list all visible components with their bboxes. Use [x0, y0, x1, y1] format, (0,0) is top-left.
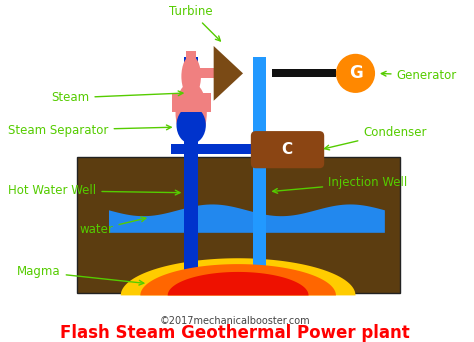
- Bar: [171, 144, 253, 154]
- Bar: [253, 144, 256, 156]
- Polygon shape: [109, 205, 385, 233]
- Bar: [184, 57, 198, 279]
- Circle shape: [336, 54, 375, 93]
- Bar: [273, 69, 336, 77]
- Text: C: C: [282, 142, 292, 157]
- Text: Magma: Magma: [17, 265, 144, 285]
- Text: Steam Separator: Steam Separator: [8, 123, 171, 136]
- Text: Condenser: Condenser: [325, 126, 427, 150]
- Polygon shape: [140, 264, 336, 295]
- Bar: [253, 57, 266, 269]
- Text: ©2017mechanicalbooster.com: ©2017mechanicalbooster.com: [160, 316, 310, 326]
- Bar: [77, 157, 400, 293]
- Text: T: T: [339, 64, 350, 82]
- Text: Generator: Generator: [382, 69, 457, 82]
- Text: Steam: Steam: [51, 91, 183, 104]
- Bar: [172, 93, 211, 113]
- Ellipse shape: [182, 56, 201, 97]
- Text: Flash Steam Geothermal Power plant: Flash Steam Geothermal Power plant: [60, 324, 410, 342]
- Polygon shape: [214, 46, 243, 101]
- Polygon shape: [168, 272, 309, 295]
- Ellipse shape: [175, 82, 207, 143]
- Ellipse shape: [176, 107, 206, 144]
- Text: Turbine: Turbine: [169, 5, 220, 41]
- FancyBboxPatch shape: [251, 131, 324, 168]
- Text: water: water: [80, 217, 146, 236]
- Bar: [186, 68, 214, 78]
- Text: Injection Well: Injection Well: [273, 176, 407, 193]
- Polygon shape: [121, 258, 356, 295]
- Text: Hot Water Well: Hot Water Well: [8, 184, 180, 197]
- Text: G: G: [349, 64, 363, 82]
- Bar: [186, 51, 196, 74]
